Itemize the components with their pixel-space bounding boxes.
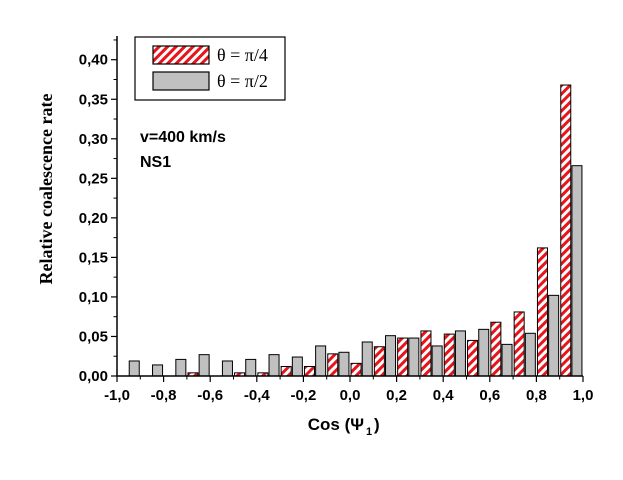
bar-pi2-3 (198, 354, 210, 377)
bar-pi4-8 (303, 366, 315, 377)
bar-pi4-13 (420, 330, 432, 377)
x-tick-label-6: 0,2 (386, 387, 407, 404)
y-tick-label-8: 0,40 (79, 52, 108, 69)
x-tick-label-3: -0,4 (244, 387, 271, 404)
y-tick-label-2: 0,10 (79, 289, 108, 306)
legend-swatch-pi2 (152, 71, 210, 91)
x-axis-title-close: ) (374, 415, 380, 434)
bar-pi2-2 (175, 358, 187, 377)
y-axis-title: Relative coalescence rate (36, 94, 56, 285)
bar-pi2-15 (478, 328, 490, 377)
x-axis-title: Cos (Ψ (308, 415, 364, 434)
x-tick-label-2: -0,6 (197, 387, 223, 404)
bar-pi4-15 (467, 339, 479, 377)
bar-pi2-14 (454, 330, 466, 377)
bar-pi2-16 (501, 343, 513, 377)
bars-group (128, 84, 583, 377)
bar-pi2-4 (221, 360, 233, 377)
bar-pi2-6 (268, 354, 280, 377)
legend-label-pi4: θ = π/4 (217, 45, 268, 65)
legend-swatch-pi4 (152, 45, 210, 65)
bar-pi4-9 (327, 353, 339, 377)
y-tick-label-4: 0,20 (79, 210, 108, 227)
bar-pi2-13 (431, 345, 443, 377)
bar-pi4-14 (443, 333, 455, 377)
x-tick-label-0: -1,0 (104, 387, 130, 404)
bar-pi2-1 (152, 364, 164, 377)
annotation-model: NS1 (140, 154, 171, 171)
x-tick-label-8: 0,6 (479, 387, 500, 404)
x-tick-label-9: 0,8 (526, 387, 547, 404)
bar-pi2-17 (524, 332, 536, 377)
bar-pi4-7 (280, 366, 292, 377)
annotation-speed: v=400 km/s (140, 129, 226, 146)
y-tick-label-6: 0,30 (79, 131, 108, 148)
bar-pi2-7 (291, 356, 303, 377)
x-tick-label-5: 0,0 (340, 387, 361, 404)
x-axis-title-subscript: 1 (366, 426, 372, 438)
bar-pi2-0 (128, 360, 140, 377)
x-tick-label-4: -0,2 (290, 387, 316, 404)
x-tick-label-1: -0,8 (151, 387, 177, 404)
bar-pi2-18 (548, 294, 560, 377)
bar-pi4-18 (536, 247, 548, 377)
bar-pi2-11 (385, 335, 397, 377)
y-tick-label-3: 0,15 (79, 249, 108, 266)
legend: θ = π/4 θ = π/2 (134, 36, 286, 101)
y-tick-label-7: 0,35 (79, 91, 108, 108)
bar-pi4-16 (490, 321, 502, 377)
bar-pi2-5 (245, 358, 257, 377)
bar-pi4-10 (350, 362, 362, 377)
bar-pi2-12 (408, 337, 420, 377)
bar-pi2-9 (338, 351, 350, 377)
x-tick-label-7: 0,4 (433, 387, 455, 404)
x-tick-label-10: 1,0 (573, 387, 594, 404)
bar-pi4-19 (560, 84, 572, 377)
y-tick-label-0: 0,00 (79, 368, 108, 385)
ticks-group: -1,0 -0,8 -0,6 -0,4 -0,2 0,0 0,2 0,4 0,6 0,8 1,0 0,… (79, 39, 594, 404)
y-tick-label-5: 0,25 (79, 170, 108, 187)
y-tick-label-1: 0,05 (79, 328, 108, 345)
bar-pi4-17 (513, 311, 525, 377)
bar-pi4-12 (397, 337, 409, 377)
x-axis-title-main: Cos (Ψ (308, 415, 364, 434)
bar-pi2-8 (315, 345, 327, 377)
legend-label-pi2: θ = π/2 (217, 71, 268, 91)
bar-pi2-10 (361, 341, 373, 377)
bar-pi4-11 (373, 346, 385, 377)
bar-pi2-19 (571, 165, 583, 377)
